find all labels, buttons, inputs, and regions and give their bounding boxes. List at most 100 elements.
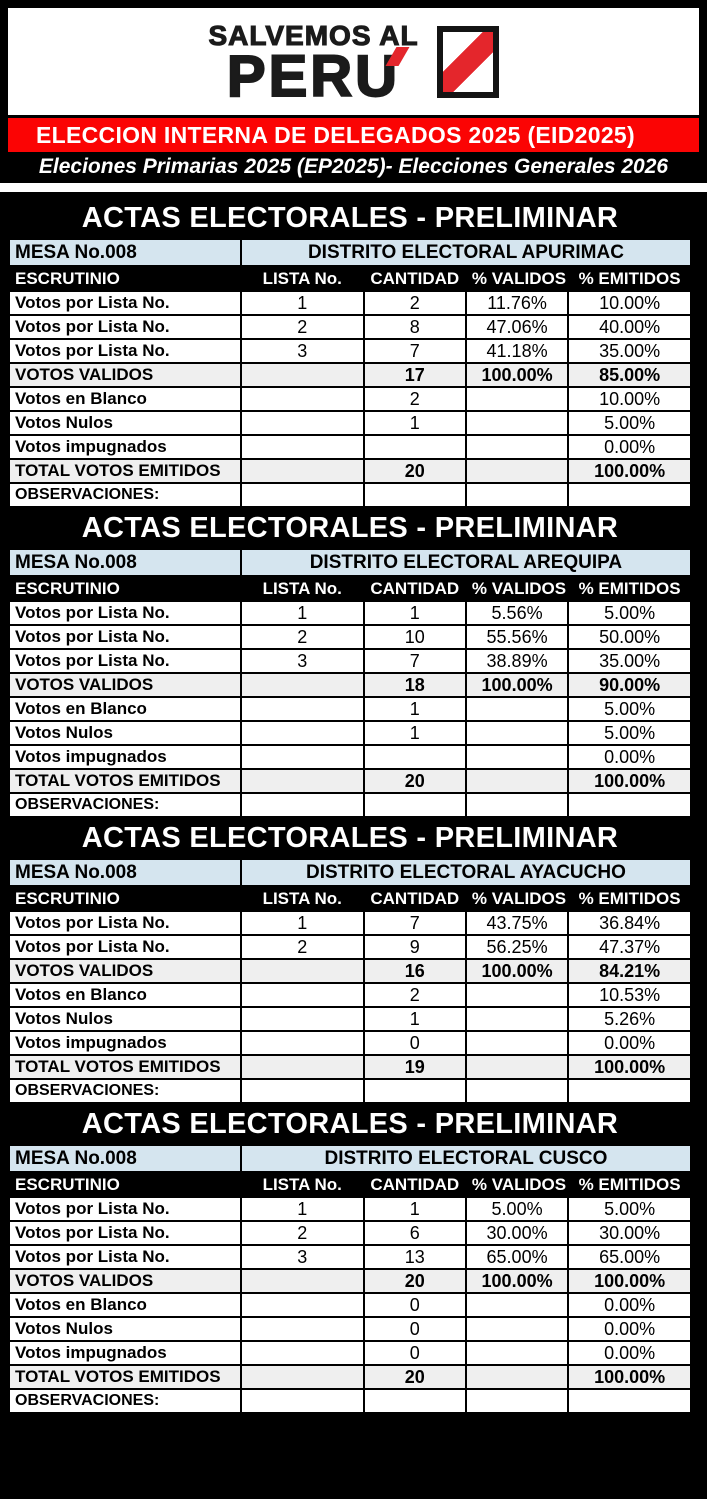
cell-label: Votos impugnados [8, 744, 242, 770]
cell-validos [464, 1078, 570, 1104]
cell-label: OBSERVACIONES: [8, 482, 242, 508]
table-row: Votos por Lista No. 3 13 65.00% 65.00% [8, 1244, 692, 1270]
acta-table: MESA No.008 DISTRITO ELECTORAL AYACUCHO … [8, 858, 693, 1104]
table-row: OBSERVACIONES: [8, 1388, 692, 1414]
cell-cantidad: 0 [362, 1340, 467, 1366]
column-header: % EMITIDOS [567, 885, 692, 912]
cell-validos [464, 410, 570, 436]
cell-emitidos: 50.00% [567, 624, 692, 650]
column-header: CANTIDAD [362, 885, 467, 912]
cell-emitidos: 100.00% [567, 1364, 692, 1390]
cell-lista [239, 982, 365, 1008]
cell-label: VOTOS VALIDOS [8, 672, 242, 698]
cell-validos [464, 386, 570, 412]
cell-label: Votos en Blanco [8, 1292, 242, 1318]
column-header: LISTA No. [239, 885, 365, 912]
cell-validos: 5.56% [464, 600, 570, 626]
cell-validos [464, 982, 570, 1008]
cell-label: OBSERVACIONES: [8, 792, 242, 818]
cell-lista: 2 [239, 624, 365, 650]
cell-lista [239, 1268, 365, 1294]
cell-validos: 47.06% [464, 314, 570, 340]
cell-lista: 1 [239, 910, 365, 936]
table-row: VOTOS VALIDOS 17 100.00% 85.00% [8, 362, 692, 388]
cell-lista [239, 792, 365, 818]
cell-validos [464, 792, 570, 818]
cell-emitidos: 5.00% [567, 720, 692, 746]
cell-cantidad: 20 [362, 1364, 467, 1390]
cell-emitidos: 5.00% [567, 1196, 692, 1222]
acta-table: MESA No.008 DISTRITO ELECTORAL APURIMAC … [8, 238, 693, 508]
cell-validos [464, 1364, 570, 1390]
table-row: Votos en Blanco 2 10.53% [8, 982, 692, 1008]
cell-validos: 100.00% [464, 362, 570, 388]
mesa-row: MESA No.008 DISTRITO ELECTORAL AYACUCHO [8, 858, 693, 887]
acta-section: ACTAS ELECTORALES - PRELIMINAR MESA No.0… [8, 818, 693, 1104]
cell-validos: 11.76% [464, 290, 570, 316]
column-header: ESCRUTINIO [8, 1171, 242, 1198]
cell-cantidad: 0 [362, 1316, 467, 1342]
cell-label: TOTAL VOTOS EMITIDOS [8, 768, 242, 794]
table-row: Votos Nulos 1 5.26% [8, 1006, 692, 1032]
cell-label: Votos Nulos [8, 1316, 242, 1342]
cell-validos [464, 1316, 570, 1342]
column-header: CANTIDAD [362, 575, 467, 602]
cell-validos: 38.89% [464, 648, 570, 674]
table-row: Votos Nulos 1 5.00% [8, 720, 692, 746]
column-header-row: ESCRUTINIO LISTA No. CANTIDAD% VALIDOS% EM… [8, 885, 692, 912]
table-row: VOTOS VALIDOS 20 100.00% 100.00% [8, 1268, 692, 1294]
cell-cantidad: 7 [362, 910, 467, 936]
cell-validos [464, 696, 570, 722]
cell-emitidos: 5.00% [567, 600, 692, 626]
table-row: TOTAL VOTOS EMITIDOS 19 100.00% [8, 1054, 692, 1080]
cell-lista [239, 1030, 365, 1056]
table-row: Votos por Lista No. 1 2 11.76% 10.00% [8, 290, 692, 316]
district-cell: DISTRITO ELECTORAL CUSCO [239, 1144, 693, 1173]
cell-label: TOTAL VOTOS EMITIDOS [8, 1054, 242, 1080]
acta-table: MESA No.008 DISTRITO ELECTORAL AREQUIPA … [8, 548, 693, 818]
column-header-row: ESCRUTINIO LISTA No. CANTIDAD% VALIDOS% EM… [8, 265, 692, 292]
cell-emitidos: 0.00% [567, 1030, 692, 1056]
cell-lista: 3 [239, 648, 365, 674]
cell-emitidos: 0.00% [567, 1340, 692, 1366]
cell-validos: 41.18% [464, 338, 570, 364]
column-header: % EMITIDOS [567, 265, 692, 292]
cell-lista [239, 1054, 365, 1080]
cell-lista [239, 958, 365, 984]
cell-cantidad [362, 434, 467, 460]
table-row: Votos impugnados 0.00% [8, 434, 692, 460]
table-row: Votos por Lista No. 3 7 41.18% 35.00% [8, 338, 692, 364]
cell-label: Votos impugnados [8, 1340, 242, 1366]
column-header: ESCRUTINIO [8, 265, 242, 292]
cell-validos [464, 1006, 570, 1032]
cell-cantidad: 2 [362, 386, 467, 412]
cell-validos [464, 720, 570, 746]
column-header: ESCRUTINIO [8, 575, 242, 602]
cell-cantidad: 8 [362, 314, 467, 340]
table-row: Votos impugnados 0 0.00% [8, 1030, 692, 1056]
cell-lista [239, 1364, 365, 1390]
cell-validos: 30.00% [464, 1220, 570, 1246]
cell-cantidad: 1 [362, 1196, 467, 1222]
column-header: % VALIDOS [464, 265, 570, 292]
cell-emitidos: 0.00% [567, 1292, 692, 1318]
cell-lista [239, 744, 365, 770]
election-banner: ELECCION INTERNA DE DELEGADOS 2025 (EID2… [8, 118, 699, 152]
table-row: Votos por Lista No. 1 1 5.00% 5.00% [8, 1196, 692, 1222]
cell-emitidos: 100.00% [567, 768, 692, 794]
acta-table: MESA No.008 DISTRITO ELECTORAL CUSCO ESC… [8, 1144, 693, 1414]
cell-lista [239, 362, 365, 388]
cell-emitidos: 5.00% [567, 696, 692, 722]
cell-emitidos: 5.26% [567, 1006, 692, 1032]
column-header: CANTIDAD [362, 1171, 467, 1198]
cell-label: VOTOS VALIDOS [8, 362, 242, 388]
cell-cantidad [362, 792, 467, 818]
column-header: % VALIDOS [464, 885, 570, 912]
cell-cantidad: 20 [362, 458, 467, 484]
cell-validos: 100.00% [464, 958, 570, 984]
cell-label: Votos por Lista No. [8, 338, 242, 364]
cell-lista [239, 458, 365, 484]
cell-lista: 3 [239, 338, 365, 364]
mesa-cell: MESA No.008 [8, 238, 242, 267]
